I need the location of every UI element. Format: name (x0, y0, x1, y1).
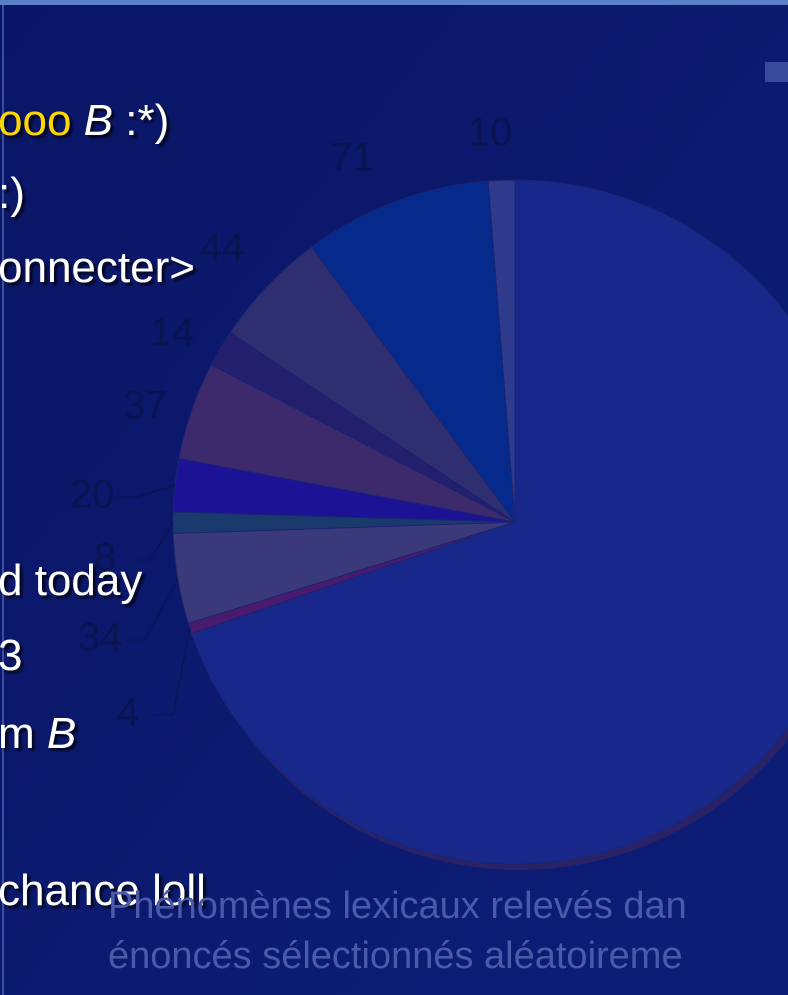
text-line: m B (0, 709, 76, 758)
leader-line (117, 484, 176, 498)
pie-slice (310, 180, 516, 524)
data-label: 8 (94, 536, 116, 580)
text-segment: :*) (113, 96, 169, 145)
text-line: onnecter> (0, 243, 195, 292)
data-label: 37 (123, 384, 168, 428)
data-label: 71 (330, 136, 375, 180)
data-label: 10 (468, 111, 513, 155)
text-segment: B (71, 96, 113, 145)
data-label: 4 (117, 691, 139, 735)
top-border (0, 0, 788, 5)
pie-slice (487, 179, 516, 523)
text-segment: d today (0, 556, 142, 605)
pie-slice (191, 179, 788, 865)
text-segment: :) (0, 169, 25, 218)
text-line: :) (0, 169, 25, 218)
text-segment: chance loll (0, 866, 206, 915)
data-label: 44 (200, 226, 245, 270)
text-line: chance loll (0, 866, 206, 915)
text-segment: ooo (0, 96, 71, 145)
chart-title: Phénomènes lexicaux relevés dan énoncés s… (108, 885, 687, 977)
data-label: 20 (70, 473, 115, 517)
leader-line (153, 628, 191, 716)
leader-line (125, 578, 179, 641)
text-segment: 3 (0, 631, 22, 680)
data-label: 14 (150, 311, 195, 355)
caption-line: Phénomènes lexicaux relevés dan (108, 885, 687, 927)
legend-swatch (765, 62, 788, 82)
text-segment: B (47, 709, 76, 758)
text-segment: onnecter> (0, 243, 195, 292)
text-segment: m (0, 709, 47, 758)
data-label: 34 (78, 616, 123, 660)
leader-line (130, 522, 174, 561)
caption-line: énoncés sélectionnés aléatoireme (108, 935, 683, 977)
text-line: ooo B :*) (0, 96, 169, 145)
text-line: d today (0, 556, 142, 605)
text-line: 3 (0, 631, 22, 680)
left-border (2, 5, 4, 995)
